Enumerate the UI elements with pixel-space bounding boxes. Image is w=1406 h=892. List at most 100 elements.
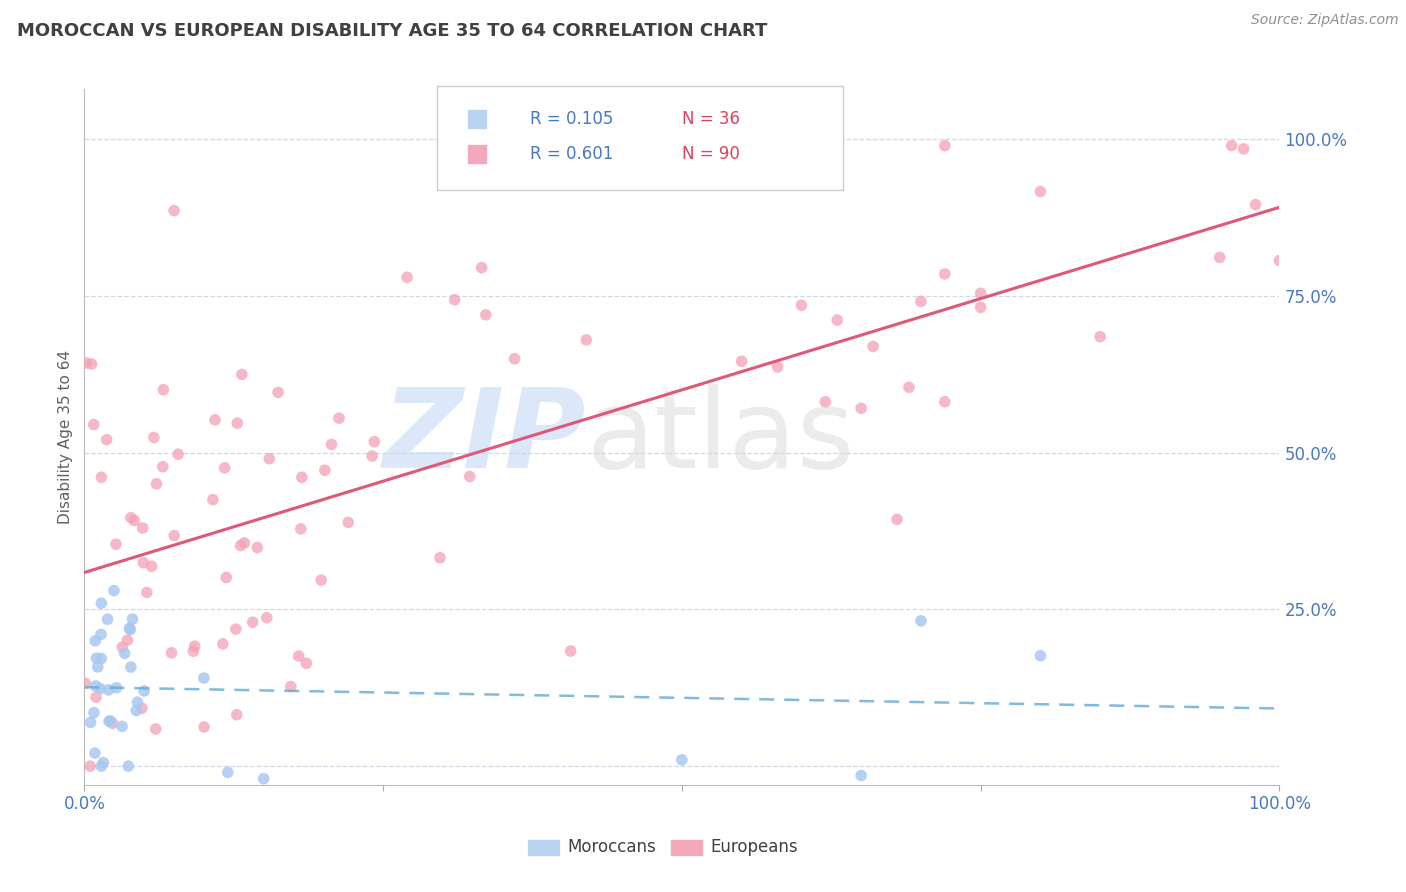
Point <box>86 651 108 665</box>
Point <box>429 550 451 565</box>
Text: N = 90: N = 90 <box>682 145 740 163</box>
Point <box>328 411 350 425</box>
Point <box>84 679 107 693</box>
Point <box>79 759 101 773</box>
Point <box>142 430 165 444</box>
Point <box>120 660 142 674</box>
Point <box>1209 251 1232 265</box>
Point <box>309 573 332 587</box>
Point <box>291 470 314 484</box>
Text: R = 0.601: R = 0.601 <box>530 145 613 163</box>
Point <box>83 706 105 720</box>
Point <box>934 267 956 281</box>
Point <box>152 459 174 474</box>
Point <box>827 313 849 327</box>
Point <box>152 383 174 397</box>
Point <box>96 612 118 626</box>
Point <box>75 356 97 370</box>
Text: Moroccans: Moroccans <box>567 838 657 856</box>
FancyBboxPatch shape <box>437 86 844 190</box>
Point <box>253 772 276 786</box>
Point <box>75 676 97 690</box>
Point <box>145 476 167 491</box>
Point <box>114 646 136 660</box>
Point <box>183 639 205 653</box>
Point <box>163 528 186 542</box>
Point <box>84 633 107 648</box>
Point <box>337 516 360 530</box>
Point <box>1029 185 1052 199</box>
FancyBboxPatch shape <box>527 838 560 856</box>
Point <box>87 660 110 674</box>
Point <box>79 715 101 730</box>
Point <box>89 681 111 696</box>
Point <box>145 722 167 736</box>
Point <box>886 512 908 526</box>
Point <box>259 451 281 466</box>
Point <box>790 298 813 312</box>
Point <box>131 521 153 535</box>
Point <box>256 611 278 625</box>
Point <box>117 633 139 648</box>
Point <box>851 401 873 416</box>
Point <box>396 270 419 285</box>
Point <box>90 651 112 665</box>
Point <box>204 413 226 427</box>
Point <box>120 623 142 637</box>
Point <box>104 537 127 551</box>
Point <box>443 293 465 307</box>
Point <box>575 333 598 347</box>
Point <box>1244 197 1267 211</box>
Point <box>118 621 141 635</box>
Point <box>910 294 932 309</box>
Point <box>233 536 256 550</box>
Point <box>90 470 112 484</box>
Point <box>215 570 238 584</box>
Point <box>862 339 884 353</box>
Point <box>90 627 112 641</box>
Point <box>314 463 336 477</box>
Point <box>96 433 118 447</box>
Point <box>111 719 134 733</box>
Point <box>117 759 139 773</box>
Point <box>181 644 204 658</box>
Point <box>503 351 526 366</box>
Point <box>105 681 128 695</box>
Point <box>167 447 190 461</box>
Point <box>458 469 481 483</box>
Point <box>132 556 155 570</box>
Point <box>229 539 252 553</box>
Point <box>851 768 873 782</box>
Point <box>231 368 253 382</box>
Point <box>90 759 112 773</box>
Point <box>267 385 290 400</box>
Point <box>934 394 956 409</box>
Point <box>225 707 247 722</box>
Point <box>121 612 143 626</box>
Point <box>242 615 264 630</box>
Point <box>217 765 239 780</box>
FancyBboxPatch shape <box>671 838 703 856</box>
Point <box>214 460 236 475</box>
Point <box>246 541 269 555</box>
Point <box>363 434 385 449</box>
Point <box>141 559 163 574</box>
Point <box>127 695 149 709</box>
Point <box>84 690 107 705</box>
Text: atlas: atlas <box>586 384 855 491</box>
Point <box>290 522 312 536</box>
Point <box>1029 648 1052 663</box>
Point <box>83 417 105 432</box>
Point <box>211 637 233 651</box>
Y-axis label: Disability Age 35 to 64: Disability Age 35 to 64 <box>58 350 73 524</box>
Text: MOROCCAN VS EUROPEAN DISABILITY AGE 35 TO 64 CORRELATION CHART: MOROCCAN VS EUROPEAN DISABILITY AGE 35 T… <box>17 22 768 40</box>
Point <box>131 701 153 715</box>
FancyBboxPatch shape <box>467 110 486 128</box>
Point <box>814 394 837 409</box>
Point <box>934 138 956 153</box>
Point <box>1268 253 1291 268</box>
Point <box>731 354 754 368</box>
Point <box>280 680 302 694</box>
Point <box>910 614 932 628</box>
Point <box>120 510 142 524</box>
